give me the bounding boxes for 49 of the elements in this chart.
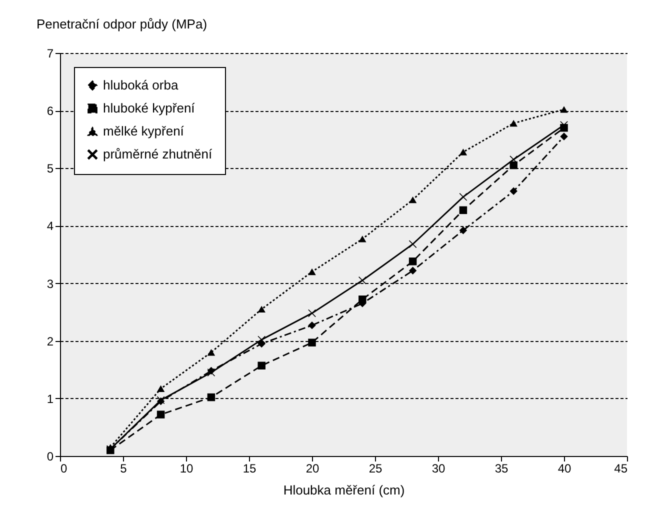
y-tick-label: 3: [46, 276, 54, 291]
point: [308, 268, 316, 276]
x-tick-label: 5: [120, 462, 128, 476]
x-tick-label: 45: [614, 462, 628, 476]
point: [308, 321, 316, 330]
point: [510, 161, 518, 170]
point: [258, 362, 266, 370]
point: [459, 148, 468, 156]
point: [308, 338, 316, 346]
legend-label: hluboké kypření: [103, 100, 196, 116]
y-axis-title: Penetrační odpor půdy (MPa): [36, 16, 208, 32]
legend-label: hluboká orba: [103, 78, 179, 92]
y-tick-label: 5: [46, 162, 54, 176]
point: [207, 393, 216, 402]
point: [358, 296, 366, 304]
legend-label: průměrné zhutnění: [103, 146, 213, 162]
point: [358, 276, 366, 284]
point: [207, 349, 216, 356]
point: [459, 206, 468, 214]
point: [510, 187, 518, 196]
y-tick-label: 1: [46, 392, 54, 406]
y-tick-label: 0: [46, 450, 54, 464]
point: [408, 258, 417, 266]
x-tick-label: 35: [494, 462, 508, 476]
point: [510, 120, 518, 127]
point: [156, 410, 165, 418]
y-tick-label: 4: [46, 219, 54, 234]
y-tick-label: 2: [46, 334, 54, 348]
point: [156, 385, 165, 392]
y-tick-label: 7: [46, 46, 54, 60]
x-axis-title: Hloubka měření (cm): [283, 482, 405, 498]
point: [408, 240, 417, 248]
point: [560, 121, 568, 129]
point: [560, 106, 568, 113]
point: [560, 132, 568, 140]
x-tick-label: 40: [558, 462, 572, 476]
point: [408, 196, 417, 204]
x-tick-label: 15: [242, 462, 256, 476]
point: [459, 226, 468, 234]
legend-label: mělké kypření: [103, 124, 184, 138]
point: [258, 306, 266, 313]
point: [408, 266, 417, 274]
y-tick-label: 6: [46, 104, 54, 118]
x-tick-label: 30: [432, 462, 446, 476]
x-tick-label: 20: [306, 462, 320, 476]
x-tick-label: 25: [368, 462, 382, 476]
x-tick-label: 0: [60, 462, 68, 476]
x-tick-label: 10: [180, 462, 194, 476]
point: [358, 236, 366, 242]
